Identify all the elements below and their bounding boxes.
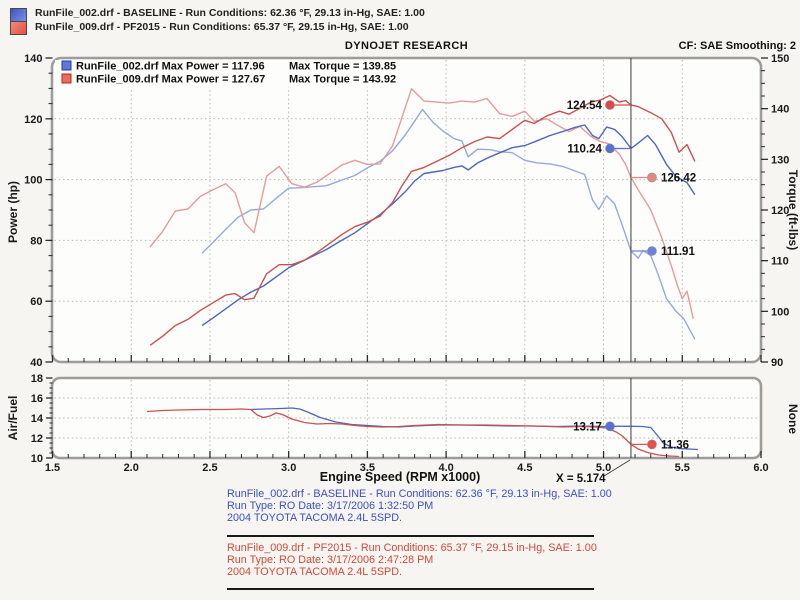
rpm-tick-label: 5.0 [596, 462, 611, 474]
run-legend-swatches [10, 8, 27, 35]
cursor-marker-dot [605, 143, 615, 154]
cursor-marker-dot [605, 421, 615, 432]
power-tick-label: 80 [30, 235, 42, 247]
run-legend: RunFile_002.drf - BASELINE - Run Conditi… [10, 6, 425, 35]
cursor-marker-label: 13.17 [573, 421, 602, 433]
rpm-tick-label: 1.5 [45, 462, 60, 474]
power-tick-label: 60 [30, 296, 42, 308]
rpm-tick-label: 3.0 [281, 462, 296, 474]
cursor-marker-label: 126.42 [661, 172, 696, 184]
cursor-marker-dot [605, 100, 615, 110]
torque-tick-label: 150 [771, 53, 789, 65]
rpm-tick-label: 3.5 [360, 462, 375, 474]
power-torque-plot-area[interactable] [52, 58, 761, 362]
power-tick-label: 40 [30, 357, 42, 369]
pf2015-max-torque-label: Max Torque = 143.92 [289, 74, 396, 86]
baseline-max-torque-label: Max Torque = 139.85 [289, 61, 396, 73]
curve-pf2015-af [146, 408, 680, 458]
torque-tick-label: 90 [771, 357, 783, 369]
cursor-marker-dot [647, 172, 657, 183]
cursor-leader-line [603, 459, 631, 477]
pf2015-run-label: RunFile_009.drf - PF2015 - Run Condition… [35, 21, 409, 33]
separator-line [227, 535, 594, 537]
rpm-tick-label: 4.0 [438, 462, 453, 474]
air-fuel-tick-label: 16 [31, 393, 43, 405]
rpm-tick-label: 4.5 [517, 462, 532, 474]
power-tick-label: 140 [24, 53, 42, 65]
air-fuel-tick-label: 14 [31, 413, 44, 425]
rpm-tick-label: 6.0 [753, 462, 768, 474]
cursor-x-value-label: X = 5.174 [556, 473, 606, 485]
x-axis-title: Engine Speed (RPM x1000) [320, 470, 480, 484]
pf2015-run-info: RunFile_009.drf - PF2015 - Run Condition… [227, 542, 607, 579]
cursor-marker-dot [647, 246, 657, 256]
power-tick-label: 120 [24, 114, 42, 126]
run-info-line: Run Type: RO Date: 3/17/2006 2:47:28 PM [227, 554, 434, 567]
max-values-legend: RunFile_002.drf Max Power = 117.96 Max T… [55, 60, 437, 87]
power-axis-title: Power (hp) [6, 181, 20, 243]
power-tick-label: 100 [24, 175, 42, 187]
run-info-line: RunFile_009.drf - PF2015 - Run Condition… [227, 542, 597, 554]
rpm-tick-label: 2.5 [202, 462, 217, 474]
baseline-legend-swatch [61, 60, 72, 71]
brand-title: DYNOJET RESEARCH [344, 40, 469, 52]
air-fuel-tick-label: 18 [31, 373, 43, 385]
run-info-line: 2004 TOYOTA TACOMA 2.4L 5SPD. [227, 512, 403, 525]
cursor-marker-dot [647, 439, 657, 450]
torque-tick-label: 110 [771, 256, 789, 268]
air-fuel-tick-label: 12 [31, 433, 43, 445]
run-info-line: 2004 TOYOTA TACOMA 2.4L 5SPD. [227, 566, 403, 579]
separator-line [227, 588, 594, 590]
baseline-run-info: RunFile_002.drf - BASELINE - Run Conditi… [227, 488, 612, 525]
baseline-run-label: RunFile_002.drf - BASELINE - Run Conditi… [35, 7, 425, 19]
cursor-marker-label: 11.36 [661, 439, 689, 451]
torque-tick-label: 120 [771, 205, 789, 217]
air-fuel-axis-title: Air/Fuel [6, 396, 20, 441]
curve-baseline-power [201, 124, 696, 327]
run-info-line: RunFile_002.drf - BASELINE - Run Conditi… [227, 488, 612, 500]
air-fuel-tick-label: 10 [31, 453, 43, 465]
curve-pf2015-power [149, 94, 696, 346]
power-torque-chart: 40 60 80 100 120 140 90 100 110 120 130 140 150 RunF… [6, 53, 800, 369]
curve-pf2015-torque [149, 88, 694, 320]
baseline-swatch [10, 8, 27, 21]
baseline-max-power-label: RunFile_002.drf Max Power = 117.96 [76, 61, 265, 73]
torque-axis-title: Torque (ft-lbs) [786, 170, 800, 250]
cursor-marker-label: 110.24 [567, 143, 602, 155]
air-fuel-chart: 1.5 2.0 2.5 3.0 3.5 4.0 4.5 5.0 5.5 6.0 10 12 14 16 18… [6, 373, 800, 474]
pf2015-max-power-label: RunFile_009.drf Max Power = 127.67 [76, 74, 265, 86]
max-values-legend-bg [55, 60, 437, 87]
curve-baseline-torque [201, 108, 696, 340]
torque-tick-label: 100 [771, 306, 789, 318]
rpm-tick-label: 5.5 [675, 462, 690, 474]
rpm-tick-label: 2.0 [124, 462, 139, 474]
run-info-line: Run Type: RO Date: 3/17/2006 1:32:50 PM [227, 500, 434, 513]
pf2015-swatch [10, 21, 27, 35]
cursor-marker-label: 124.54 [567, 100, 603, 112]
correction-smoothing-label: CF: SAE Smoothing: 2 [678, 40, 796, 52]
air-fuel-right-axis-title: None [786, 404, 800, 434]
pf2015-legend-swatch [61, 73, 72, 84]
torque-tick-label: 140 [771, 104, 789, 116]
cursor-marker-label: 111.91 [661, 246, 696, 258]
torque-tick-label: 130 [771, 154, 789, 166]
